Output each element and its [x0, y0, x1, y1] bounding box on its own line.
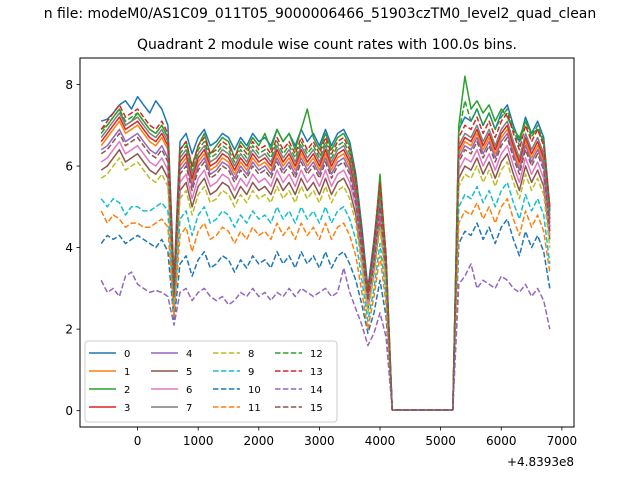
legend-label-13: 13 — [310, 367, 323, 378]
y-tick-label: 0 — [65, 404, 73, 418]
y-tick-label: 4 — [65, 241, 73, 255]
x-tick-label: 4000 — [365, 434, 396, 448]
legend-label-14: 14 — [310, 385, 323, 396]
legend-label-7: 7 — [186, 403, 192, 414]
legend-label-4: 4 — [186, 349, 192, 360]
series-line-15 — [100, 132, 551, 411]
legend-label-3: 3 — [124, 403, 130, 414]
figure-suptitle: n file: modeM0/AS1C09_011T05_9000006466_… — [44, 6, 597, 22]
x-offset-label: +4.8393e8 — [507, 455, 574, 469]
legend-label-6: 6 — [186, 385, 192, 396]
y-tick-label: 2 — [65, 323, 73, 337]
series-line-13 — [100, 104, 551, 411]
x-tick-label: 2000 — [244, 434, 275, 448]
x-tick-label: 6000 — [486, 434, 517, 448]
plot-area — [100, 75, 551, 411]
y-tick-label: 8 — [65, 78, 73, 92]
axis-ticks: 0 1000 2000 3000 4000 5000 6000 7000 0 2 4 6 8 — [65, 78, 577, 448]
legend-label-8: 8 — [248, 349, 254, 360]
y-tick-label: 6 — [65, 160, 73, 174]
legend-label-0: 0 — [124, 349, 130, 360]
x-tick-label: 0 — [134, 434, 142, 448]
series-line-14 — [100, 263, 551, 411]
legend-label-12: 12 — [310, 349, 323, 360]
legend-label-15: 15 — [310, 403, 323, 414]
legend-label-9: 9 — [248, 367, 254, 378]
series-line-8 — [100, 157, 551, 411]
x-tick-label: 5000 — [425, 434, 456, 448]
legend-label-11: 11 — [248, 403, 261, 414]
x-tick-label: 1000 — [183, 434, 214, 448]
legend-label-2: 2 — [124, 385, 130, 396]
x-tick-label: 3000 — [304, 434, 335, 448]
axes-frame — [79, 57, 575, 428]
x-tick-label: 7000 — [547, 434, 578, 448]
legend-label-5: 5 — [186, 367, 192, 378]
legend-label-10: 10 — [248, 385, 261, 396]
legend-label-1: 1 — [124, 367, 130, 378]
chart-title: Quadrant 2 module wise count rates with … — [137, 37, 517, 53]
series-line-10 — [100, 218, 551, 411]
legend-box — [84, 340, 338, 423]
series-line-11 — [100, 197, 551, 411]
